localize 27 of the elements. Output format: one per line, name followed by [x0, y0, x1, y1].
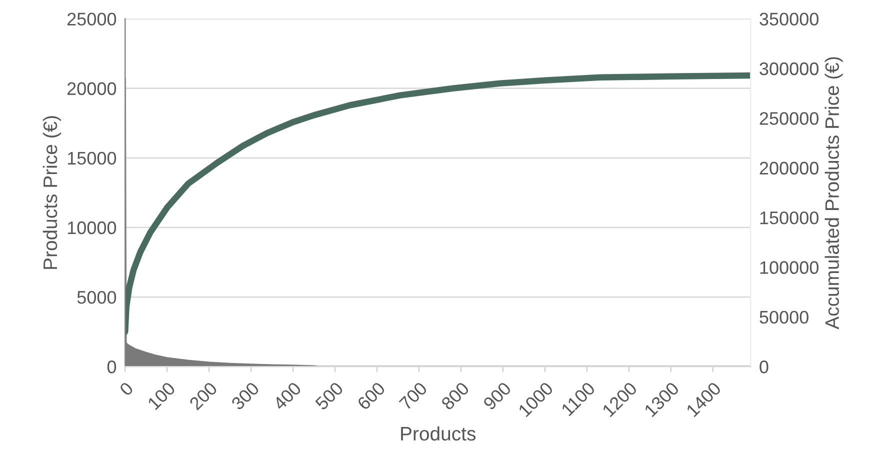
x-axis-title: Products — [401, 426, 476, 441]
x-tick-label: 400 — [272, 381, 302, 411]
y2-tick-label: 300000 — [760, 62, 818, 76]
y2-tick-label: 250000 — [760, 112, 818, 125]
y-tick-label: 15000 — [68, 152, 116, 165]
y-tick-label: 20000 — [67, 82, 116, 96]
y-tick-label: 25000 — [67, 12, 116, 26]
x-tick-label: 200 — [188, 381, 218, 411]
y2-tick-label: 0 — [760, 360, 768, 374]
x-tick-label: 300 — [230, 381, 260, 411]
y2-tick-label: 200000 — [760, 162, 818, 175]
y-axis-title: Products Price (€) — [42, 116, 61, 269]
y2-tick-label: 50000 — [760, 310, 808, 324]
x-tick-label: 900 — [482, 381, 512, 411]
x-tick-label: 100 — [147, 381, 176, 410]
y2-tick-label: 100000 — [760, 261, 818, 274]
x-tick-label: 700 — [398, 381, 428, 411]
y2-tick-label: 350000 — [760, 12, 818, 26]
y-tick-label: 5000 — [77, 290, 116, 304]
y-tick-label: 10000 — [68, 221, 116, 234]
y-tick-label: 0 — [107, 360, 116, 374]
y2-axis-title: Accumulated Products Price (€) — [824, 57, 843, 330]
x-tick-label: 0 — [118, 381, 134, 396]
x-tick-label: 800 — [440, 381, 470, 411]
x-tick-label: 600 — [356, 381, 386, 411]
y2-tick-label: 150000 — [760, 211, 818, 224]
x-tick-label: 500 — [314, 381, 344, 411]
